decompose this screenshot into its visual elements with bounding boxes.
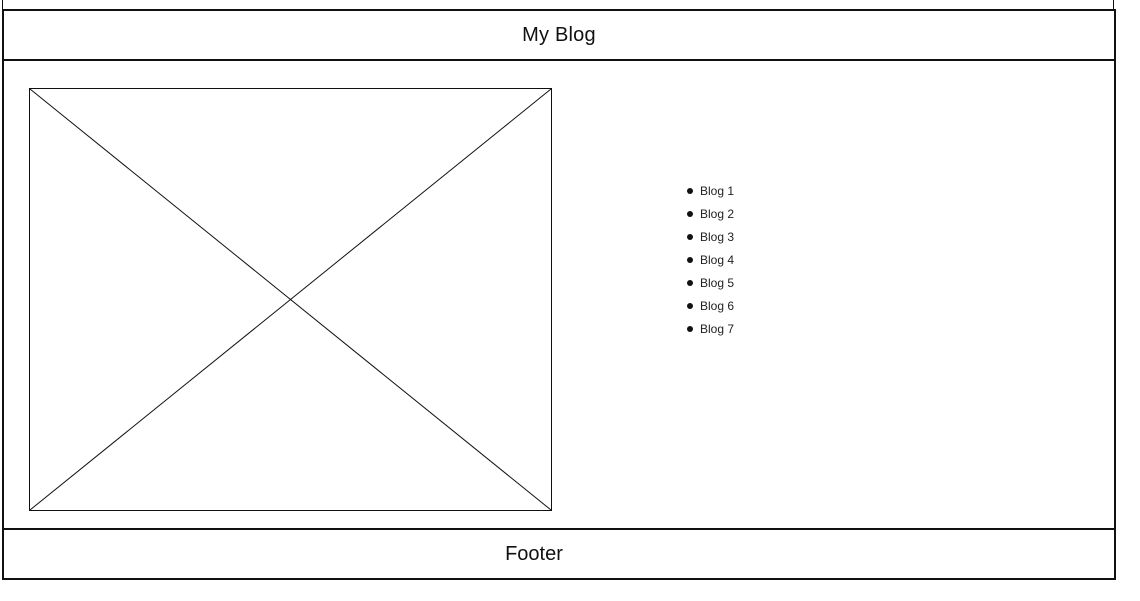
- bullet-icon: [687, 302, 693, 309]
- list-item[interactable]: Blog 3: [687, 225, 734, 248]
- page-title: My Blog: [522, 23, 596, 46]
- bullet-icon: [687, 187, 693, 194]
- list-item[interactable]: Blog 4: [687, 248, 734, 271]
- bullet-icon: [687, 233, 693, 240]
- main-content: Blog 1 Blog 2 Blog 3 Blog 4 Blog 5 Blog …: [4, 61, 1114, 528]
- list-item[interactable]: Blog 2: [687, 202, 734, 225]
- page-footer: Footer: [4, 528, 1114, 578]
- list-item[interactable]: Blog 5: [687, 271, 734, 294]
- footer-text: Footer: [505, 542, 563, 565]
- corner-tick-right: [1113, 0, 1114, 10]
- list-item[interactable]: Blog 1: [687, 179, 734, 202]
- blog-link[interactable]: Blog 6: [700, 298, 735, 313]
- blog-link[interactable]: Blog 3: [700, 229, 735, 244]
- bullet-icon: [687, 325, 693, 332]
- blog-list: Blog 1 Blog 2 Blog 3 Blog 4 Blog 5 Blog …: [687, 179, 734, 340]
- bullet-icon: [687, 210, 693, 217]
- blog-link[interactable]: Blog 1: [700, 183, 735, 198]
- blog-link[interactable]: Blog 4: [700, 252, 735, 267]
- corner-tick-left: [2, 0, 3, 10]
- image-placeholder-icon: [30, 89, 551, 510]
- blog-link[interactable]: Blog 5: [700, 275, 735, 290]
- wireframe-page: My Blog Blog 1 Blog 2 Blog 3: [2, 9, 1116, 580]
- page-header: My Blog: [4, 11, 1114, 61]
- blog-link[interactable]: Blog 7: [700, 321, 735, 336]
- image-placeholder: [29, 88, 552, 511]
- blog-link[interactable]: Blog 2: [700, 206, 735, 221]
- list-item[interactable]: Blog 7: [687, 317, 734, 340]
- list-item[interactable]: Blog 6: [687, 294, 734, 317]
- bullet-icon: [687, 256, 693, 263]
- bullet-icon: [687, 279, 693, 286]
